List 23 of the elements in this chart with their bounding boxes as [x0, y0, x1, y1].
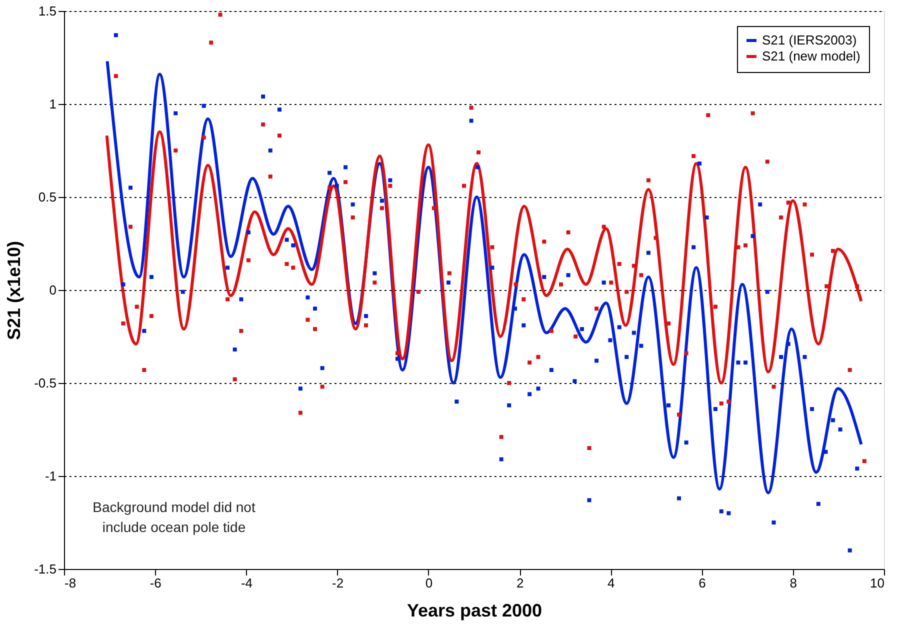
y-tick-label: 1 [49, 96, 56, 112]
x-tick-label: 2 [516, 576, 524, 590]
x-tick-label: 10 [870, 576, 884, 590]
x-tick-label: -4 [240, 576, 253, 590]
legend-label: S21 (IERS2003) [762, 32, 857, 48]
y-tick-label: -1.5 [34, 562, 56, 576]
x-tick-label: 0 [425, 576, 433, 590]
x-tick-label: 8 [790, 576, 798, 590]
line-series [105, 130, 863, 384]
x-tick-label: -8 [64, 576, 76, 590]
x-tick-label: -2 [332, 576, 344, 590]
y-tick-label: -1 [44, 468, 56, 484]
y-tick-label: -0.5 [34, 376, 56, 390]
annotation: Background model did not include ocean pole tide [92, 499, 256, 535]
y-tick-label: 0 [49, 282, 56, 298]
y-tick-label: 0.5 [38, 190, 56, 204]
legend-label: S21 (new model) [762, 48, 860, 64]
y-axis-title: S21 (x1e10) [4, 240, 24, 340]
x-tick-label: 6 [698, 576, 706, 590]
x-tick-label: 4 [608, 576, 615, 590]
x-tick-label: -6 [150, 576, 162, 590]
y-tick-label: 1.5 [38, 4, 56, 18]
x-axis-title: Years past 2000 [406, 600, 542, 620]
